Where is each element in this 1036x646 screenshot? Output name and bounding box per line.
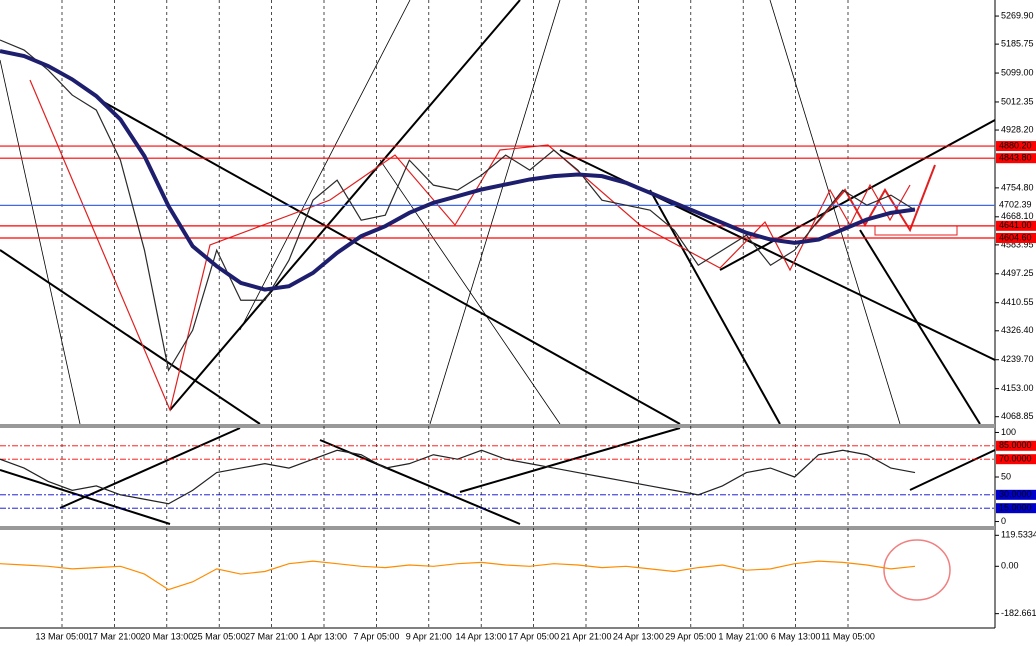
series-line <box>0 449 916 505</box>
y-tick-label: -182.6615 <box>1001 608 1036 618</box>
y-tick-label: 50 <box>1001 471 1011 481</box>
panel-separator <box>0 526 995 530</box>
x-tick-label: 9 Apr 21:00 <box>406 631 452 641</box>
y-tick-label: 5099.00 <box>1001 67 1034 77</box>
level-label-box <box>996 153 1036 164</box>
x-tick-label: 13 Mar 05:00 <box>35 631 88 641</box>
trend-line <box>99 99 681 425</box>
x-tick-label: 24 Apr 13:00 <box>613 631 664 641</box>
x-tick-label: 20 Mar 13:00 <box>140 631 193 641</box>
level-label-box <box>996 141 1036 152</box>
level-label: 4702.39 <box>999 200 1032 210</box>
y-tick-label: 5185.75 <box>1001 38 1034 48</box>
level-label-box <box>996 220 1036 231</box>
x-tick-label: 7 Apr 05:00 <box>353 631 399 641</box>
series-line <box>0 560 916 591</box>
level-label: 30.0000 <box>999 489 1032 499</box>
trend-line <box>459 427 681 493</box>
annotations <box>29 79 958 601</box>
x-tick-label: 6 May 13:00 <box>771 631 821 641</box>
y-tick-label: 4410.55 <box>1001 297 1034 307</box>
x-tick-label: 17 Apr 05:00 <box>508 631 559 641</box>
trend-line <box>429 0 561 425</box>
level-label-box <box>996 232 1036 243</box>
x-tick-label: 21 Apr 21:00 <box>560 631 611 641</box>
y-tick-label: 4326.40 <box>1001 325 1034 335</box>
x-tick-label: 1 Apr 13:00 <box>301 631 347 641</box>
y-tick-label: 4497.25 <box>1001 268 1034 278</box>
x-tick-label: 29 Apr 05:00 <box>665 631 716 641</box>
level-label: 4641.00 <box>999 220 1032 230</box>
y-tick-label: 100 <box>1001 427 1016 437</box>
y-tick-label: 4583.95 <box>1001 239 1034 249</box>
y-tick-label: 4068.85 <box>1001 411 1034 421</box>
level-label-box <box>996 454 1036 465</box>
x-tick-label: 17 Mar 21:00 <box>88 631 141 641</box>
level-label-box <box>996 200 1036 211</box>
highlight-circle <box>883 539 951 601</box>
forecast-arrow <box>814 164 936 233</box>
series-line <box>0 39 916 372</box>
y-tick-label: 4153.00 <box>1001 383 1034 393</box>
x-tick-label: 1 May 21:00 <box>718 631 768 641</box>
y-tick-label: 4928.20 <box>1001 124 1034 134</box>
y-tick-label: 0.00 <box>1001 561 1019 571</box>
trend-line <box>239 0 411 331</box>
axes <box>0 0 996 629</box>
level-label: 15.0000 <box>999 503 1032 513</box>
x-tick-label: 11 May 05:00 <box>821 631 875 641</box>
trend-lines <box>0 0 996 525</box>
trend-line <box>319 439 521 525</box>
level-label: 70.0000 <box>999 454 1032 464</box>
level-label-box <box>996 489 1036 500</box>
trend-line <box>859 229 981 425</box>
trend-line <box>769 0 901 425</box>
y-tick-label: 0 <box>1001 516 1006 526</box>
trend-line <box>649 189 781 425</box>
x-tick-label: 25 Mar 05:00 <box>193 631 246 641</box>
y-tick-label: 4239.70 <box>1001 354 1034 364</box>
trend-line <box>719 119 996 271</box>
x-tick-label: 27 Mar 21:00 <box>245 631 298 641</box>
level-label: 4604.60 <box>999 232 1032 242</box>
level-label: 4880.20 <box>999 140 1032 150</box>
panel-separator <box>0 424 995 428</box>
trend-line <box>909 449 996 491</box>
trend-line <box>0 59 81 425</box>
y-tick-label: 5012.35 <box>1001 96 1034 106</box>
x-tick-label: 14 Apr 13:00 <box>456 631 507 641</box>
level-label-box <box>996 440 1036 451</box>
level-label-box <box>996 503 1036 514</box>
y-tick-label: 5269.90 <box>1001 10 1034 20</box>
trend-line <box>0 249 261 425</box>
level-label: 4843.80 <box>999 153 1032 163</box>
y-tick-label: 119.5334 <box>1001 530 1036 540</box>
trend-line <box>379 159 561 425</box>
y-tick-label: 4668.10 <box>1001 211 1034 221</box>
level-label: 85.0000 <box>999 440 1032 450</box>
y-tick-label: 4754.80 <box>1001 182 1034 192</box>
series-line <box>0 49 916 292</box>
